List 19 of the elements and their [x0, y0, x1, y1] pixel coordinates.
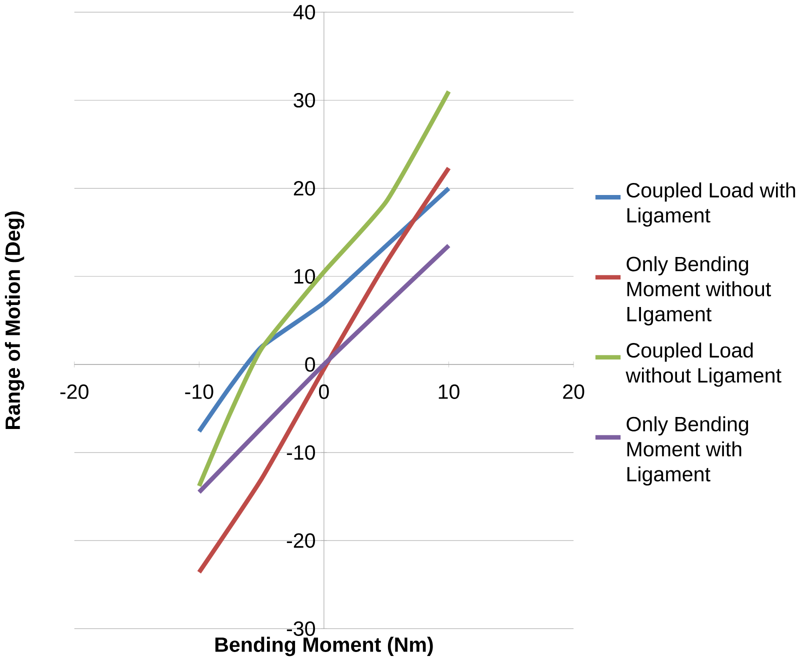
- y-tick-label: -30: [286, 621, 315, 636]
- x-tick-label: -10: [185, 384, 214, 399]
- y-tick-label: 0: [305, 357, 316, 372]
- x-tick-label: 10: [438, 384, 460, 399]
- x-tick-label: -20: [60, 384, 88, 399]
- x-tick-label: 0: [319, 384, 329, 399]
- y-tick-label: -10: [286, 445, 315, 460]
- y-tick-label: 20: [294, 181, 315, 196]
- x-axis-title: Bending Moment (Nm): [215, 636, 433, 656]
- legend-label: Coupled Load without Ligament: [626, 342, 782, 387]
- y-tick-label: -20: [286, 533, 315, 548]
- y-axis-title: Range of Motion (Deg): [4, 212, 24, 429]
- legend-label: Only Bending Moment without LIgament: [626, 256, 772, 326]
- x-tick-label: 20: [563, 384, 584, 399]
- y-tick-label: 30: [294, 92, 315, 108]
- legend-label: Coupled Load with Ligament: [626, 182, 796, 227]
- y-tick-label: 40: [293, 4, 315, 20]
- y-tick-label: 10: [294, 269, 315, 284]
- legend-label: Only Bending Moment with Ligament: [626, 416, 748, 486]
